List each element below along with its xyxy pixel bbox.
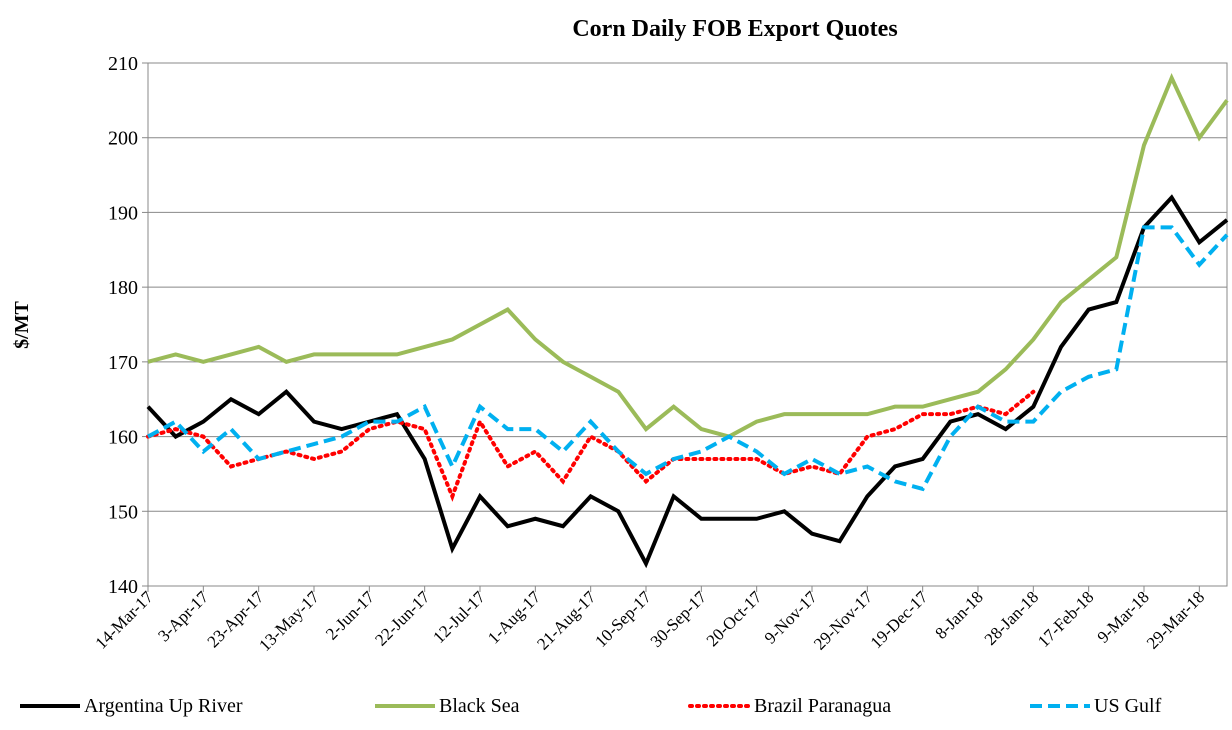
- y-tick-label: 150: [108, 501, 138, 523]
- legend-label: Black Sea: [439, 695, 520, 717]
- legend-label: Argentina Up River: [84, 695, 243, 717]
- y-tick-label: 190: [108, 202, 138, 224]
- series-line: [147, 225, 1229, 492]
- x-tick-label: 21-Aug-17: [533, 587, 600, 654]
- series-line: [146, 194, 1229, 569]
- y-tick-label: 160: [108, 427, 138, 449]
- y-tick-label: 170: [108, 352, 138, 374]
- x-tick-label: 12-Jul-17: [429, 587, 489, 647]
- chart-title: Corn Daily FOB Export Quotes: [572, 16, 897, 42]
- x-tick-label: 17-Feb-18: [1034, 587, 1098, 651]
- x-tick-label: 30-Sep-17: [647, 587, 711, 651]
- x-tick-label: 8-Jan-18: [931, 587, 986, 642]
- x-tick-label: 19-Dec-17: [867, 587, 932, 652]
- y-tick-label: 200: [108, 128, 138, 150]
- y-axis-label: $/MT: [11, 300, 33, 348]
- x-tick-label: 20-Oct-17: [703, 587, 766, 650]
- x-tick-label: 29-Mar-18: [1143, 587, 1208, 652]
- x-tick-label: 28-Jan-18: [981, 587, 1043, 649]
- series-line: [146, 389, 1036, 502]
- x-tick-label: 29-Nov-17: [810, 587, 877, 654]
- y-tick-label: 210: [108, 53, 138, 75]
- x-tick-label: 10-Sep-17: [591, 587, 655, 651]
- y-tick-label: 180: [108, 277, 138, 299]
- x-tick-label: 2-Jun-17: [322, 587, 379, 644]
- legend-label: US Gulf: [1094, 695, 1162, 717]
- y-tick-label: 140: [108, 576, 138, 598]
- plot-border: [147, 62, 1228, 587]
- x-tick-label: 22-Jun-17: [371, 587, 434, 650]
- legend-label: Brazil Paranagua: [754, 695, 891, 717]
- series-line: [147, 72, 1229, 439]
- x-tick-label: 13-May-17: [255, 587, 323, 655]
